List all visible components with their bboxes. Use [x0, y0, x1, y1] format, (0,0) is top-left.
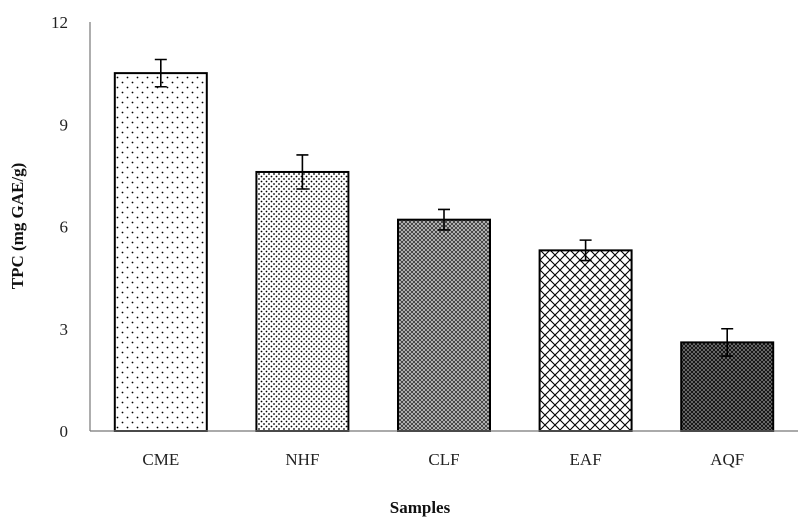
error-bar-aqf: [721, 327, 734, 357]
y-tick-label-6: 6: [60, 218, 69, 237]
bar-aqf: [680, 341, 775, 432]
x-axis-title: Samples: [390, 498, 451, 517]
bar-clf: [397, 218, 491, 432]
x-tick-label-eaf: EAF: [570, 450, 602, 469]
bars-group: [113, 72, 775, 432]
bar-nhf: [255, 170, 350, 432]
x-tick-label-nhf: NHF: [285, 450, 319, 469]
x-tick-labels: CME NHF CLF EAF AQF: [142, 450, 744, 469]
y-axis-title: TPC (mg GAE/g): [8, 163, 27, 290]
x-tick-label-cme: CME: [142, 450, 179, 469]
y-tick-label-9: 9: [60, 115, 69, 134]
y-tick-labels: 0 3 6 9 12: [51, 13, 68, 441]
y-tick-label-0: 0: [60, 422, 69, 441]
y-tick-label-3: 3: [60, 320, 69, 339]
x-tick-label-clf: CLF: [428, 450, 459, 469]
error-bar-clf: [438, 208, 450, 231]
y-tick-label-12: 12: [51, 13, 68, 32]
bar-cme: [113, 72, 208, 432]
bar-eaf: [538, 249, 633, 432]
error-bar-eaf: [579, 239, 592, 262]
x-tick-label-aqf: AQF: [710, 450, 744, 469]
error-bar-nhf: [296, 154, 309, 190]
error-bar-cme: [154, 58, 167, 88]
error-bars-group: [154, 58, 734, 357]
